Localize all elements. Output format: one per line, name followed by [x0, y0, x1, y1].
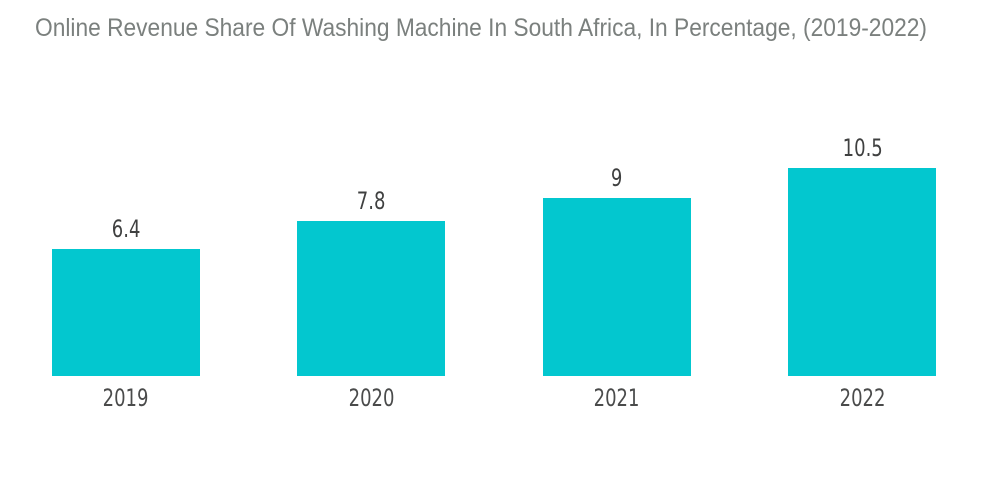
chart-column-2019: 6.4 2019 [3, 0, 249, 418]
bar-value-label: 6.4 [111, 215, 141, 244]
chart-title: Online Revenue Share Of Washing Machine … [35, 14, 927, 42]
x-axis-label-2020: 2020 [348, 384, 395, 412]
chart-column-2020: 7.8 2020 [249, 0, 495, 418]
bar-chart: 6.4 2019 7.8 2020 9 2021 10.5 2022 [3, 0, 985, 418]
bar-value-label: 10.5 [842, 134, 883, 162]
bar-2022 [788, 168, 937, 376]
bar-2021 [542, 197, 691, 376]
bar-value-label: 9 [611, 163, 623, 192]
x-axis-label-2019: 2019 [102, 384, 149, 412]
bar-2019 [51, 249, 200, 376]
x-axis-label-2022: 2022 [839, 384, 886, 412]
bar-2020 [297, 221, 446, 376]
bar-value-label: 7.8 [356, 187, 386, 216]
chart-column-2022: 10.5 2022 [740, 0, 986, 418]
x-axis-label-2021: 2021 [593, 384, 640, 412]
chart-column-2021: 9 2021 [494, 0, 740, 418]
